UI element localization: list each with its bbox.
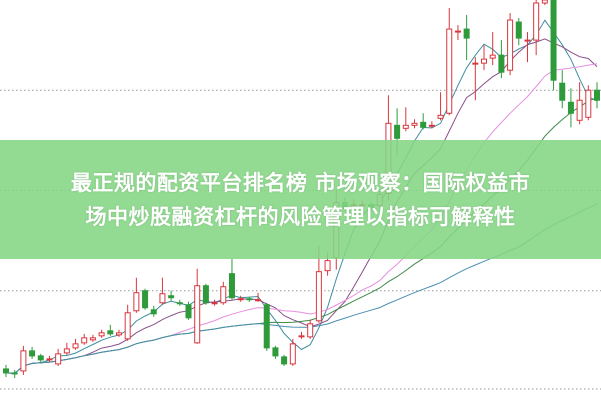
- candle-down: [176, 302, 183, 305]
- candle-up: [585, 89, 592, 118]
- candle-down: [394, 124, 401, 139]
- candle-up: [211, 302, 218, 305]
- candle-down: [559, 82, 566, 101]
- candle-up: [55, 353, 62, 365]
- candle-up: [454, 30, 461, 33]
- candle-up: [411, 122, 418, 126]
- candle-up: [402, 124, 409, 129]
- candle-up: [81, 337, 88, 344]
- candle-up: [489, 54, 496, 59]
- candle-down: [150, 309, 157, 315]
- candle-up: [194, 285, 201, 344]
- candle-up: [133, 292, 140, 312]
- candle-up: [576, 99, 583, 121]
- candle-down: [11, 372, 18, 375]
- candle-down: [263, 304, 270, 349]
- candle-down: [202, 285, 209, 304]
- candle-down: [185, 304, 192, 319]
- candle-up: [533, 2, 540, 41]
- candle-up: [115, 332, 122, 336]
- candle-down: [246, 298, 253, 301]
- candle-up: [20, 350, 27, 372]
- candle-up: [98, 332, 105, 337]
- candle-down: [594, 89, 600, 101]
- candle-down: [168, 295, 175, 299]
- moving-average-line: [5, 38, 598, 374]
- candle-up: [72, 343, 79, 349]
- candle-down: [498, 54, 505, 73]
- candle-up: [428, 124, 435, 127]
- headline-line-2: 场中炒股融资杠杆的风险管理以指标可解释性: [85, 204, 516, 229]
- candle-down: [228, 273, 235, 299]
- candle-down: [515, 21, 522, 39]
- headline-banner: 最正规的配资平台排名榜 市场观察：国际权益市 场中炒股融资杠杆的风险管理以指标可…: [0, 140, 601, 259]
- candle-down: [3, 368, 9, 374]
- candle-down: [550, 0, 557, 81]
- candle-down: [420, 121, 427, 128]
- candle-up: [46, 358, 53, 361]
- candle-down: [107, 330, 114, 335]
- candle-up: [437, 114, 444, 119]
- candle-up: [324, 260, 331, 272]
- candle-up: [541, 0, 548, 4]
- candle-up: [472, 62, 479, 65]
- candle-up: [124, 312, 131, 340]
- candle-down: [37, 355, 44, 361]
- candle-down: [142, 290, 149, 309]
- candle-up: [507, 19, 514, 71]
- candle-up: [298, 335, 305, 338]
- candle-up: [89, 337, 96, 341]
- candle-down: [567, 101, 574, 114]
- candle-up: [524, 39, 531, 42]
- candle-up: [159, 293, 166, 304]
- candle-up: [220, 286, 227, 304]
- candle-down: [463, 28, 470, 39]
- candle-up: [307, 323, 314, 338]
- headline-line-1: 最正规的配资平台排名榜 市场观察：国际权益市: [70, 170, 531, 195]
- candle-up: [237, 298, 244, 301]
- candle-up: [446, 28, 453, 114]
- candle-up: [63, 348, 70, 354]
- candle-up: [315, 271, 322, 322]
- candle-down: [272, 347, 279, 357]
- candle-up: [255, 299, 262, 302]
- candle-up: [289, 343, 296, 365]
- candle-down: [281, 356, 288, 365]
- candle-down: [29, 350, 36, 357]
- candle-up: [481, 58, 488, 64]
